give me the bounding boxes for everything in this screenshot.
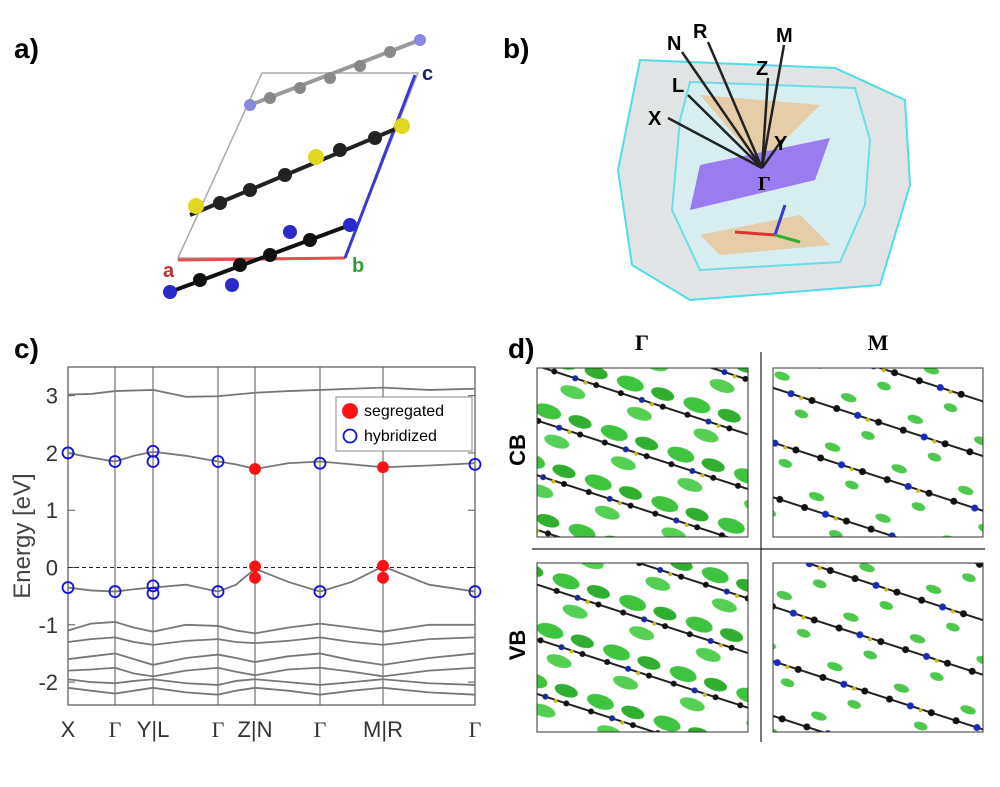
x-tick-label: Γ bbox=[314, 717, 327, 742]
x-tick-label: Z|N bbox=[237, 717, 272, 742]
band-line bbox=[67, 565, 476, 593]
point-label: Y bbox=[774, 133, 788, 155]
band-marker bbox=[146, 586, 160, 600]
y-tick-label: 3 bbox=[46, 384, 58, 409]
band-marker bbox=[108, 585, 122, 598]
legend-label: hybridized bbox=[364, 428, 437, 445]
x-tick-label: Γ bbox=[469, 717, 482, 742]
isosurface-image bbox=[536, 367, 749, 538]
row-header: VB bbox=[505, 630, 530, 661]
row-header: CB bbox=[505, 434, 530, 466]
legend-marker bbox=[342, 403, 358, 419]
point-label: M bbox=[776, 25, 793, 47]
axis-label: a bbox=[163, 260, 175, 282]
y-tick-label: -1 bbox=[38, 613, 58, 638]
crystal-structure bbox=[163, 34, 426, 299]
x-tick-label: Γ bbox=[212, 717, 225, 742]
legend-label: segregated bbox=[364, 403, 444, 420]
band-marker bbox=[249, 571, 261, 584]
isosurface-image bbox=[772, 562, 984, 733]
band-marker bbox=[108, 455, 122, 468]
isosurface-image bbox=[772, 367, 984, 538]
band-marker bbox=[468, 585, 482, 598]
band-line bbox=[67, 386, 476, 398]
band-line bbox=[67, 678, 476, 686]
point-label: L bbox=[672, 75, 684, 97]
point-label: N bbox=[667, 33, 681, 55]
x-tick-label: X bbox=[61, 717, 76, 742]
band-marker bbox=[249, 463, 261, 475]
band-marker bbox=[313, 585, 327, 598]
y-tick-label: -2 bbox=[38, 670, 58, 695]
isosurface-image bbox=[536, 562, 749, 733]
x-tick-label: Y|L bbox=[137, 717, 170, 742]
y-tick-label: 1 bbox=[46, 498, 58, 523]
point-label: X bbox=[648, 108, 662, 130]
band-line bbox=[67, 686, 476, 696]
point-label: R bbox=[693, 21, 708, 43]
legend-box bbox=[335, 396, 473, 452]
y-tick-label: 0 bbox=[46, 556, 58, 581]
axis-label: b bbox=[352, 255, 364, 277]
band-marker bbox=[211, 585, 225, 598]
legend-marker bbox=[342, 428, 358, 444]
x-tick-label: Γ bbox=[109, 717, 122, 742]
y-tick-label: 2 bbox=[46, 441, 58, 466]
band-marker bbox=[249, 560, 261, 573]
axis-label: c bbox=[422, 63, 433, 85]
band-line bbox=[67, 652, 476, 666]
band-marker bbox=[468, 457, 482, 471]
band-line bbox=[67, 450, 476, 470]
band-line bbox=[67, 636, 476, 646]
band-marker bbox=[146, 455, 160, 468]
y-axis-label: Energy [eV] bbox=[9, 473, 36, 598]
x-tick-label: M|R bbox=[363, 717, 403, 742]
point-label: Z bbox=[756, 58, 768, 80]
brillouin-zone bbox=[616, 41, 912, 302]
panel-label: b) bbox=[503, 33, 529, 64]
panel-label: c) bbox=[14, 333, 39, 364]
band-marker bbox=[146, 579, 160, 593]
band-marker bbox=[313, 456, 327, 470]
band-marker bbox=[377, 559, 389, 572]
band-marker bbox=[61, 446, 75, 460]
band-marker bbox=[61, 581, 75, 594]
column-header: Γ bbox=[635, 330, 649, 355]
point-label: Γ bbox=[758, 173, 771, 195]
band-marker bbox=[211, 455, 225, 468]
band-marker bbox=[377, 571, 389, 584]
band-line bbox=[67, 666, 476, 678]
band-marker bbox=[377, 461, 389, 474]
column-header: M bbox=[868, 330, 889, 355]
panel-label: d) bbox=[508, 333, 534, 364]
band-line bbox=[67, 621, 475, 635]
panel-label: a) bbox=[14, 33, 39, 64]
